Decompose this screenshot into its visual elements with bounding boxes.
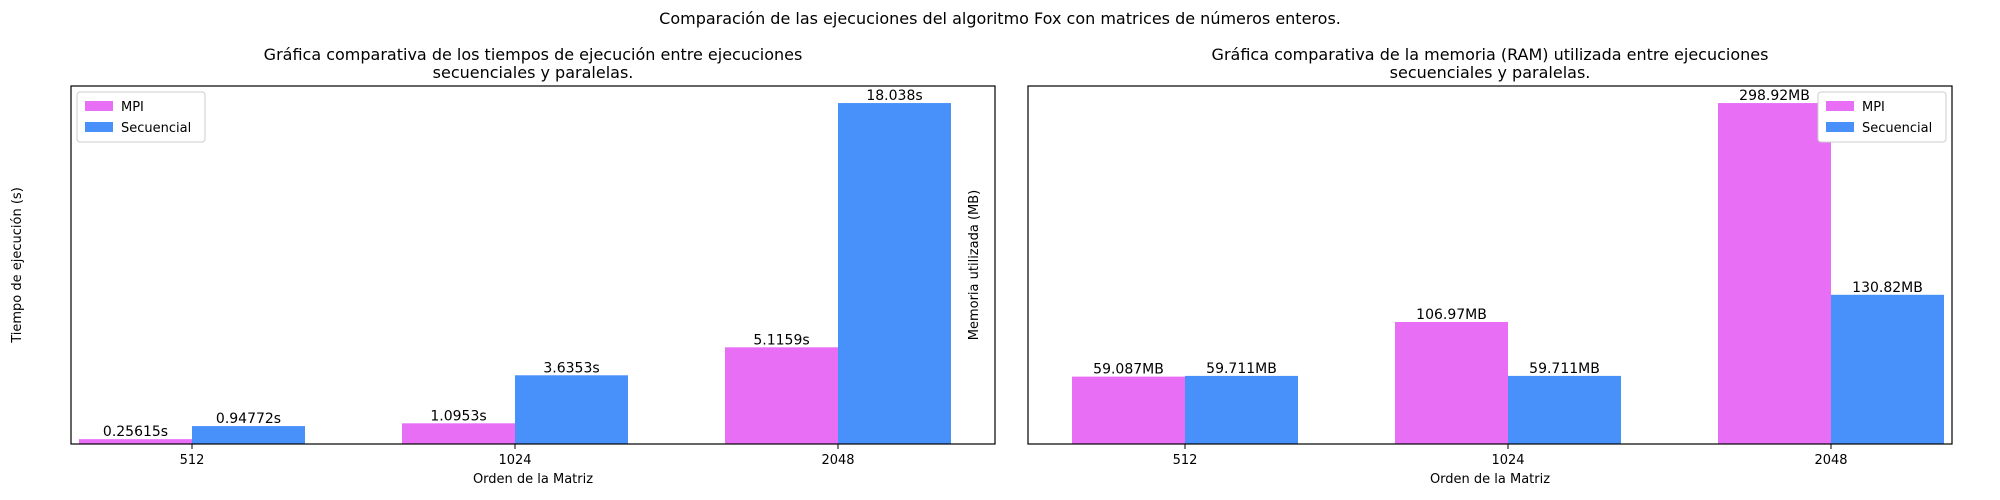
legend: MPI Secuencial bbox=[76, 91, 206, 143]
chart-title-line: Gráfica comparativa de la memoria (RAM) … bbox=[1212, 45, 1769, 64]
bar-value-label: 18.038s bbox=[866, 88, 922, 104]
x-tick-label: 1024 bbox=[1491, 453, 1524, 468]
x-tick-label: 2048 bbox=[821, 453, 854, 468]
legend-label: Secuencial bbox=[121, 121, 191, 136]
legend-swatch-mpi bbox=[85, 101, 113, 111]
bar-secuencial-512 bbox=[1185, 375, 1298, 444]
chart-title-line: Gráfica comparativa de los tiempos de ej… bbox=[264, 45, 803, 64]
bar-value-label: 59.711MB bbox=[1206, 361, 1277, 377]
bar-value-label: 0.94772s bbox=[216, 411, 281, 427]
bar-mpi-2048 bbox=[1718, 103, 1831, 444]
legend-swatch-secuencial bbox=[1826, 122, 1854, 132]
bar-mpi-2048 bbox=[725, 347, 838, 444]
bar-value-label: 59.711MB bbox=[1529, 361, 1600, 377]
legend: MPI Secuencial bbox=[1817, 91, 1947, 143]
x-tick-label: 512 bbox=[180, 453, 205, 468]
bar-value-label: 1.0953s bbox=[430, 408, 486, 424]
plot-frame bbox=[1027, 85, 1953, 445]
bar-secuencial-1024 bbox=[1508, 375, 1621, 444]
x-axis-label: Orden de la Matriz bbox=[473, 472, 593, 487]
legend-label: Secuencial bbox=[1862, 121, 1932, 136]
bar-value-label: 130.82MB bbox=[1852, 280, 1923, 296]
x-tick-label: 1024 bbox=[498, 453, 531, 468]
bar-secuencial-2048 bbox=[838, 103, 951, 445]
x-tick-label: 512 bbox=[1173, 453, 1198, 468]
x-tick-label: 2048 bbox=[1814, 453, 1847, 468]
bar-value-label: 298.92MB bbox=[1739, 88, 1810, 104]
legend-swatch-secuencial bbox=[85, 122, 113, 132]
chart-title-line: secuenciales y paralelas. bbox=[433, 63, 634, 82]
legend-swatch-mpi bbox=[1826, 101, 1854, 111]
bar-mpi-1024 bbox=[402, 423, 515, 444]
bar-mpi-512 bbox=[1072, 376, 1185, 444]
chart-title-line: secuenciales y paralelas. bbox=[1390, 63, 1591, 82]
bar-mpi-1024 bbox=[1395, 321, 1508, 444]
bar-value-label: 3.6353s bbox=[543, 360, 599, 376]
legend-label: MPI bbox=[121, 100, 144, 115]
y-axis-label: Memoria utilizada (MB) bbox=[967, 190, 982, 340]
chart-memory-usage: Gráfica comparativa de la memoria (RAM) … bbox=[967, 45, 1953, 487]
figure-suptitle: Comparación de las ejecuciones del algor… bbox=[659, 9, 1341, 28]
bar-secuencial-512 bbox=[192, 426, 305, 444]
chart-execution-time: Gráfica comparativa de los tiempos de ej… bbox=[10, 45, 996, 487]
x-axis-label: Orden de la Matriz bbox=[1430, 472, 1550, 487]
plot-frame bbox=[70, 85, 996, 445]
bar-value-label: 5.1159s bbox=[753, 332, 809, 348]
bar-mpi-512 bbox=[79, 439, 192, 444]
bar-value-label: 106.97MB bbox=[1416, 307, 1487, 323]
bar-value-label: 59.087MB bbox=[1093, 362, 1164, 378]
bar-secuencial-2048 bbox=[1831, 294, 1944, 444]
y-axis-label: Tiempo de ejecución (s) bbox=[10, 187, 25, 344]
bar-value-label: 0.25615s bbox=[103, 424, 168, 440]
legend-label: MPI bbox=[1862, 100, 1885, 115]
bar-secuencial-1024 bbox=[515, 375, 628, 444]
